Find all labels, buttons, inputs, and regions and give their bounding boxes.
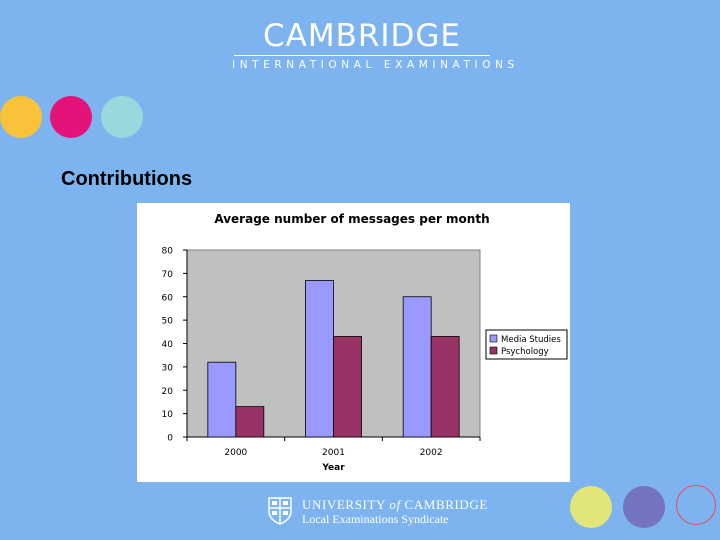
bar-psychology	[333, 336, 362, 438]
decor-dot-teal	[101, 96, 143, 138]
y-tick-label: 50	[162, 317, 174, 327]
bar-psychology	[430, 336, 460, 438]
footer-university-word: UNIVERSITY	[302, 497, 386, 512]
legend-label: Psychology	[501, 347, 549, 357]
decor-dot-lime	[570, 486, 612, 528]
slide-title: Contributions	[61, 168, 193, 190]
bar-media-studies	[207, 361, 237, 438]
bar-chart: Average number of messages per month 0 10 2…	[162, 212, 568, 473]
y-tick-label: 0	[167, 434, 173, 444]
bar-psychology	[235, 406, 265, 438]
footer-cambridge-word: CAMBRIDGE	[404, 497, 488, 512]
chart-panel: Average number of messages per month 0 10 2…	[137, 203, 570, 482]
y-tick-label: 20	[162, 387, 174, 397]
y-tick-label: 30	[162, 363, 174, 373]
x-tick-label: 2002	[420, 448, 443, 458]
brand-divider	[234, 55, 490, 56]
chart-title: Average number of messages per month	[214, 212, 489, 226]
footer-logo: UNIVERSITY of CAMBRIDGE Local Examinatio…	[268, 497, 487, 527]
decor-dot-violet	[623, 486, 665, 528]
decor-dot-outline	[676, 485, 716, 525]
bar-media-studies	[305, 279, 334, 438]
x-axis-label: Year	[321, 463, 345, 473]
brand-title: CAMBRIDGE	[262, 18, 462, 54]
footer-university-name: UNIVERSITY of CAMBRIDGE	[302, 497, 488, 513]
y-tick-label: 40	[162, 340, 174, 350]
y-tick-label: 70	[162, 270, 174, 280]
legend-swatch	[489, 334, 498, 343]
crest-icon	[268, 497, 292, 525]
brand-subtitle: INTERNATIONAL EXAMINATIONS	[232, 59, 519, 71]
y-tick-label: 80	[162, 247, 174, 257]
x-tick-label: 2001	[322, 448, 345, 458]
decor-dot-yellow	[0, 96, 42, 138]
footer-syndicate-name: Local Examinations Syndicate	[302, 512, 449, 526]
y-tick-label: 60	[162, 293, 174, 303]
decor-dot-magenta	[50, 96, 92, 138]
y-tick-label: 10	[162, 410, 174, 420]
legend-label: Media Studies	[501, 335, 561, 345]
footer-of-word: of	[389, 497, 401, 512]
legend-swatch	[489, 346, 498, 355]
x-tick-label: 2000	[224, 448, 247, 458]
bar-media-studies	[402, 296, 432, 438]
legend-box	[485, 329, 568, 360]
